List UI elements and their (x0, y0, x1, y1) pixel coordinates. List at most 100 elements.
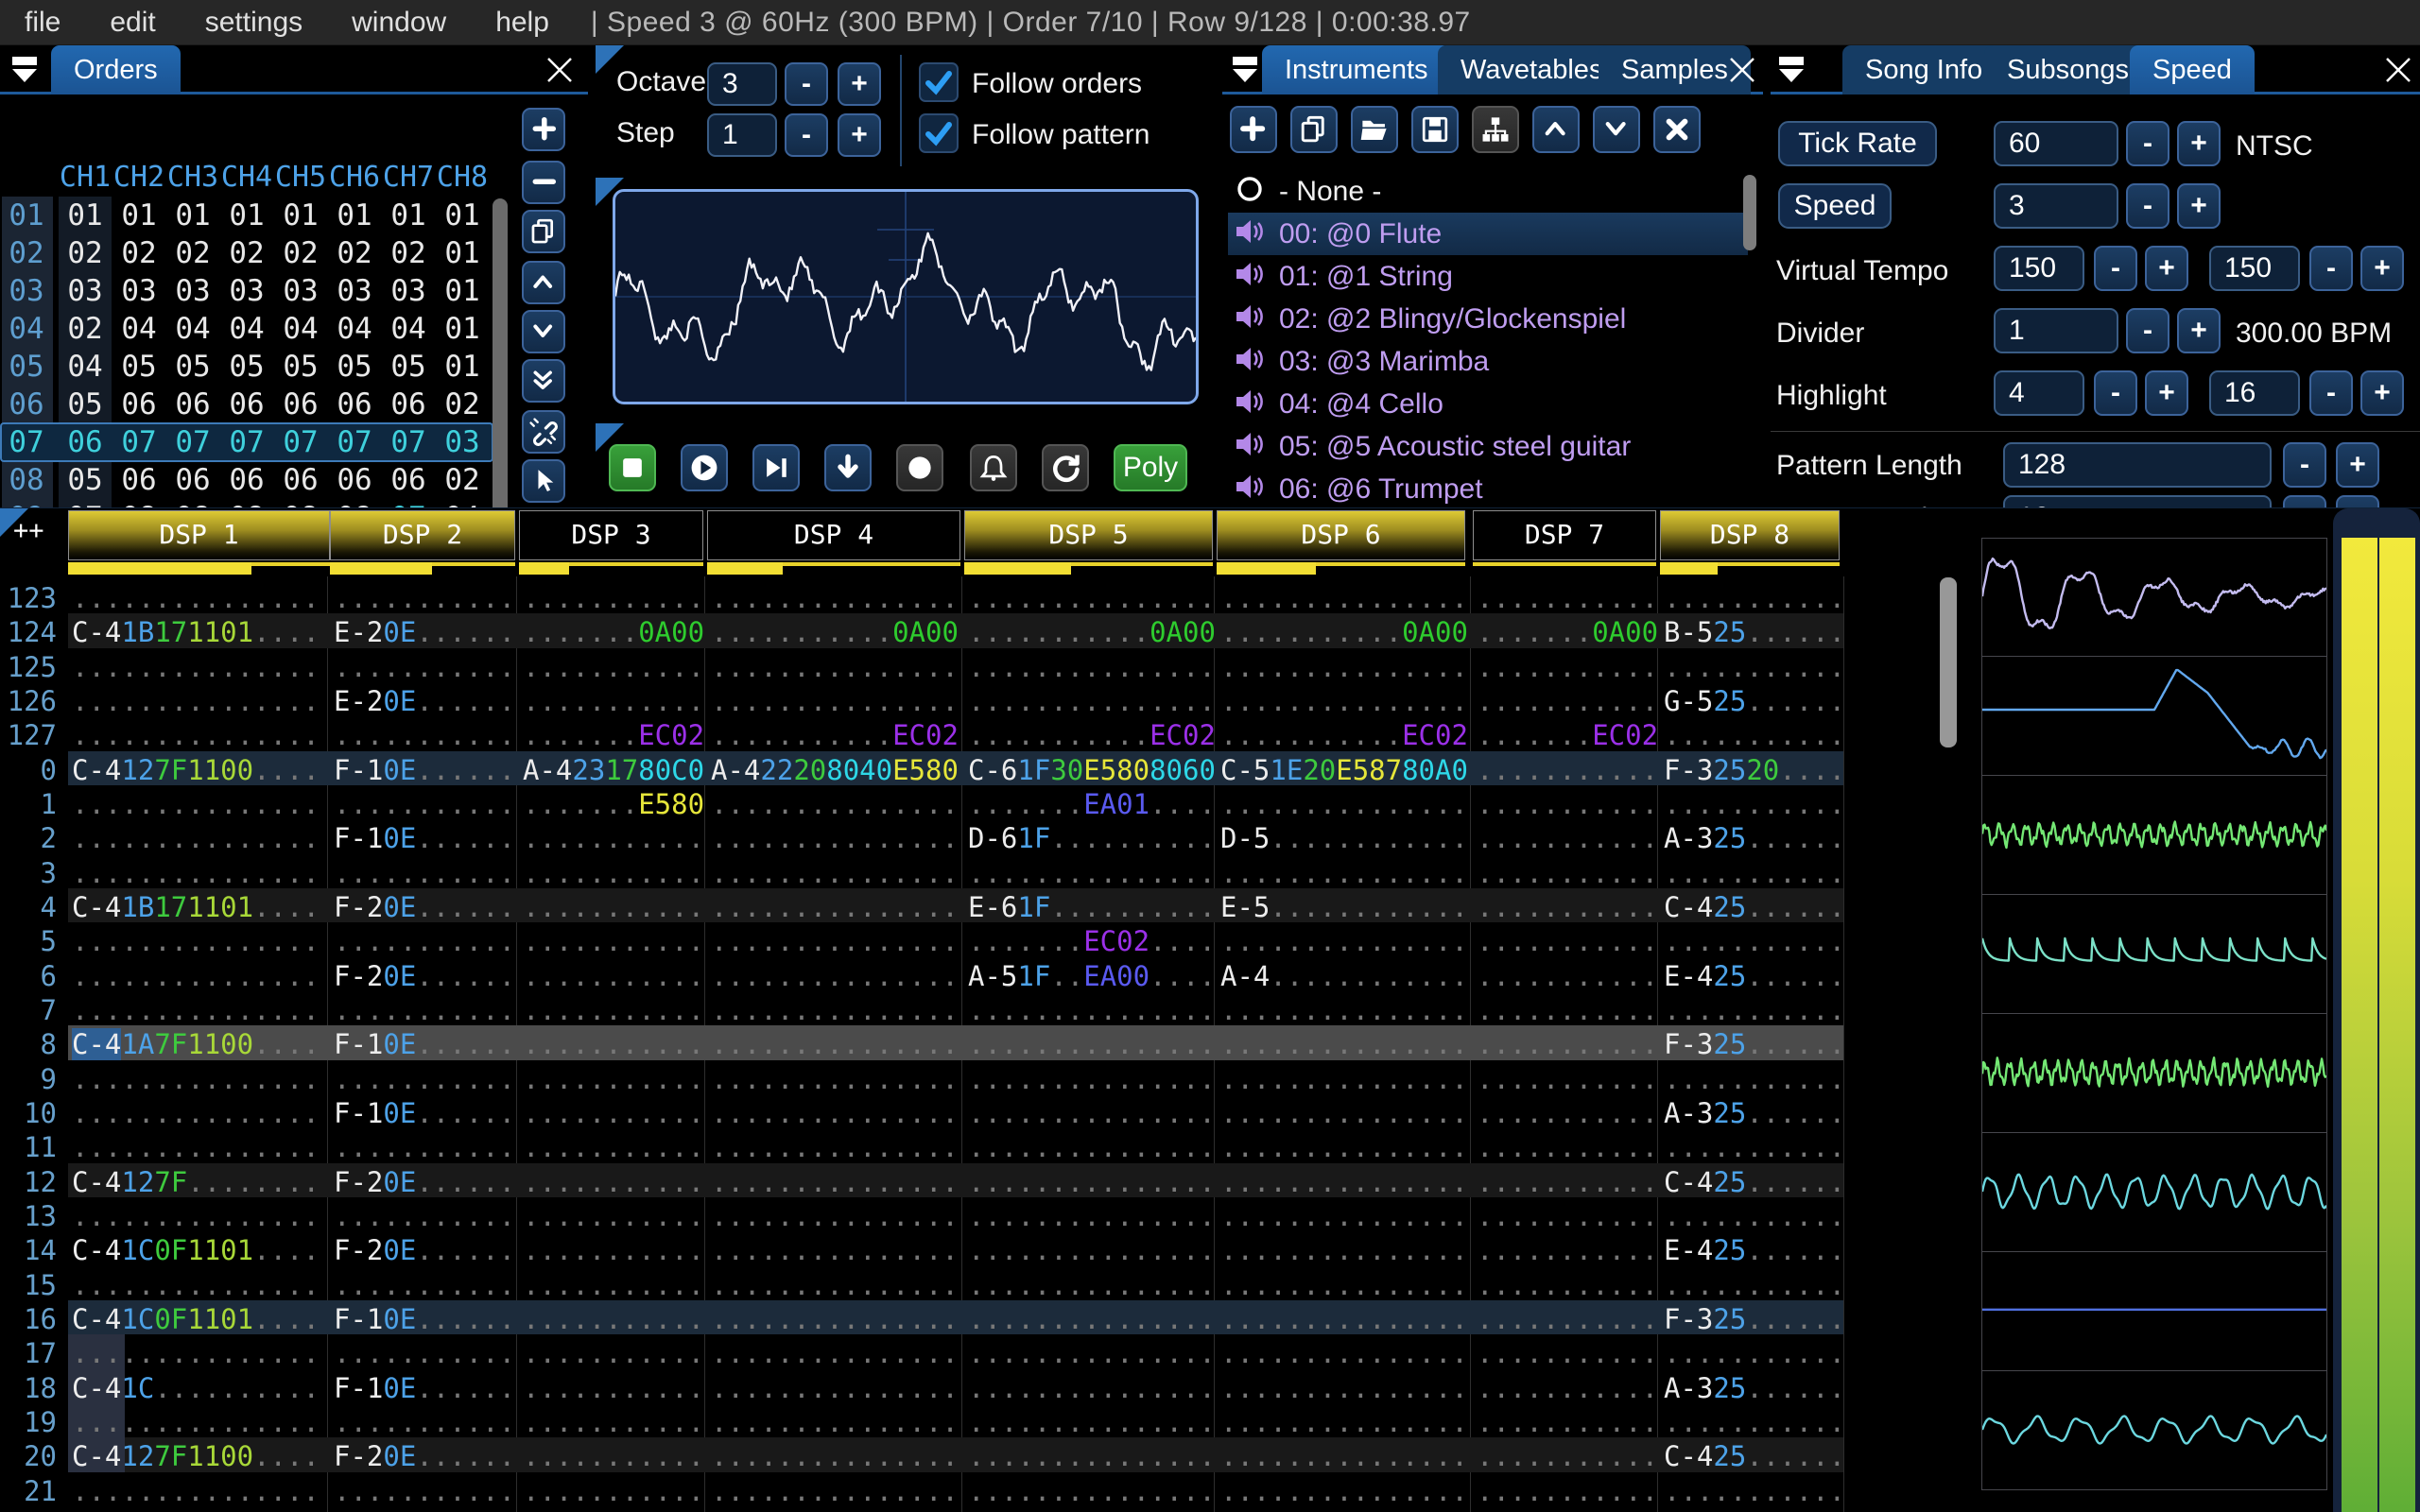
pattern-cell[interactable]: ............... (711, 582, 959, 614)
pattern-cell[interactable]: ............... (1220, 1474, 1468, 1507)
pattern-cell[interactable]: ............... (968, 1302, 1216, 1335)
pattern-cell[interactable]: ........... (1477, 1268, 1659, 1301)
pattern-cell[interactable]: A-4231780C0 (523, 753, 705, 786)
channel-header-6[interactable]: DSP 6 (1217, 510, 1465, 560)
pattern-cell[interactable]: ............... (72, 1405, 320, 1438)
order-cell[interactable]: 07 (390, 425, 426, 459)
menu-window[interactable]: window (352, 6, 447, 38)
pattern-cell[interactable]: ............... (711, 787, 959, 820)
instrument-item[interactable]: - None - (1228, 170, 1748, 213)
virtual-tempo-2-input[interactable]: 150 (2209, 246, 2300, 291)
pattern-cell[interactable]: ............... (1220, 650, 1468, 683)
pattern-cell[interactable]: ........... (1477, 1062, 1659, 1095)
pattern-cell[interactable]: ........... (1477, 822, 1659, 855)
order-cell[interactable]: 03 (121, 274, 157, 308)
speed-input[interactable]: 3 (1994, 183, 2118, 229)
pattern-cell[interactable]: ........... (523, 890, 705, 923)
pattern-cell[interactable]: ............... (1220, 1028, 1468, 1061)
pattern-cell[interactable]: ........... (1477, 1131, 1659, 1164)
record-button[interactable] (896, 444, 943, 491)
pattern-cell[interactable]: A-422208040E580 (711, 753, 959, 786)
channel-header-2[interactable]: DSP 2 (330, 510, 515, 560)
pattern-cell[interactable]: ........... (334, 1337, 516, 1370)
menu-settings[interactable]: settings (204, 6, 303, 38)
save-button[interactable] (1411, 106, 1459, 153)
order-cell[interactable]: 01 (67, 198, 103, 232)
pattern-cell[interactable]: ............... (968, 1371, 1216, 1404)
instrument-item[interactable]: 02: @2 Blingy/Glockenspiel (1228, 298, 1748, 340)
pattern-cell[interactable]: ........... (523, 1474, 705, 1507)
orders-collapse-icon[interactable] (6, 49, 43, 91)
pattern-cell[interactable]: ............... (1220, 1371, 1468, 1404)
pattern-cell[interactable]: ............... (711, 1371, 959, 1404)
pattern-cell[interactable]: ............... (1220, 856, 1468, 889)
order-cell[interactable]: 07 (229, 425, 265, 459)
order-cell[interactable]: 07 (121, 425, 157, 459)
step-row-button[interactable] (824, 444, 872, 491)
order-cell[interactable]: 06 (283, 463, 319, 497)
play-from-cursor-button[interactable] (752, 444, 800, 491)
pattern-cell[interactable]: ........... (1477, 1440, 1659, 1473)
pattern-cell[interactable]: ............... (72, 1268, 320, 1301)
channel-header-3[interactable]: DSP 3 (519, 510, 703, 560)
pattern-cell[interactable]: A-325...... (1664, 822, 1846, 855)
add-button[interactable] (1230, 106, 1277, 153)
pattern-cell[interactable]: ........... (1664, 582, 1846, 614)
move-down-button[interactable] (522, 310, 565, 353)
pattern-cell[interactable]: ............... (968, 650, 1216, 683)
channel-header-8[interactable]: DSP 8 (1660, 510, 1840, 560)
delete-button[interactable] (1653, 106, 1701, 153)
duplicate-button[interactable] (1290, 106, 1338, 153)
pattern-cell[interactable]: C-41B171101.... (72, 616, 320, 649)
pattern-cell[interactable]: ............... (1220, 1165, 1468, 1198)
order-row-number[interactable]: 07 (9, 425, 44, 459)
pattern-cell[interactable]: ............... (711, 1509, 959, 1512)
pattern-cell[interactable]: ........... (1664, 1199, 1846, 1232)
pattern-cell[interactable]: ............... (72, 684, 320, 717)
pattern-cell[interactable]: ........... (523, 650, 705, 683)
pattern-cell[interactable]: ............... (711, 959, 959, 992)
pattern-cell[interactable]: C-425...... (1664, 1165, 1846, 1198)
pattern-cell[interactable]: ........... (1664, 1268, 1846, 1301)
order-cell[interactable]: 04 (390, 312, 426, 346)
pattern-cell[interactable]: B-525...... (1664, 616, 1846, 649)
pattern-cell[interactable]: ............... (968, 1268, 1216, 1301)
order-cell[interactable]: 01 (175, 198, 211, 232)
virtual-tempo-1-minus-button[interactable]: - (2094, 246, 2137, 291)
instrument-item[interactable]: 03: @3 Marimba (1228, 340, 1748, 383)
pattern-cell[interactable]: ........... (1664, 1337, 1846, 1370)
tab-speed[interactable]: Speed (2130, 45, 2255, 94)
order-cell[interactable]: 02 (67, 236, 103, 270)
pattern-cell[interactable]: G-525...... (1664, 684, 1846, 717)
pattern-cell[interactable]: ............... (1220, 1405, 1468, 1438)
instrument-item[interactable]: 06: @6 Trumpet (1228, 468, 1748, 507)
channel-header-1[interactable]: DSP 1 (68, 510, 330, 560)
pattern-cell[interactable]: ........... (523, 1131, 705, 1164)
follow-orders-checkbox[interactable] (919, 62, 959, 102)
pattern-cell[interactable]: ............... (1220, 1062, 1468, 1095)
order-cell[interactable]: 03 (67, 274, 103, 308)
pattern-cell[interactable]: ........... (523, 856, 705, 889)
order-cell[interactable]: 06 (337, 387, 372, 421)
order-cell[interactable]: 05 (121, 350, 157, 384)
pattern-expand-label[interactable]: ++ (13, 516, 44, 545)
pattern-cell[interactable]: ............... (72, 959, 320, 992)
order-cell[interactable]: 05 (229, 350, 265, 384)
pattern-cell[interactable]: ........... (334, 1131, 516, 1164)
orders-grid[interactable]: CH1 CH2 CH3 CH4 CH5 CH6 CH7 CH8 01 01 01 01 01 01 01 01… (0, 151, 510, 553)
pattern-cell[interactable]: ........... (523, 1199, 705, 1232)
pattern-cell[interactable]: ...........EC02 (1220, 719, 1468, 752)
order-cell[interactable]: 07 (283, 425, 319, 459)
order-cell[interactable]: 04 (229, 312, 265, 346)
tick-rate-label[interactable]: Tick Rate (1778, 121, 1937, 166)
pattern-cell[interactable]: C-41C.......... (72, 1371, 320, 1404)
pattern-cell[interactable]: F-10E...... (334, 1302, 516, 1335)
pattern-cell[interactable]: ........... (1664, 856, 1846, 889)
stop-button[interactable] (609, 444, 656, 491)
order-cell[interactable]: 03 (283, 274, 319, 308)
pattern-cell[interactable]: ........... (1477, 993, 1659, 1026)
pattern-cell[interactable]: F-10E...... (334, 753, 516, 786)
pattern-cell[interactable]: .......0A00 (523, 616, 705, 649)
pattern-cell[interactable]: ............... (72, 719, 320, 752)
pattern-cell[interactable]: ............... (1220, 1234, 1468, 1267)
